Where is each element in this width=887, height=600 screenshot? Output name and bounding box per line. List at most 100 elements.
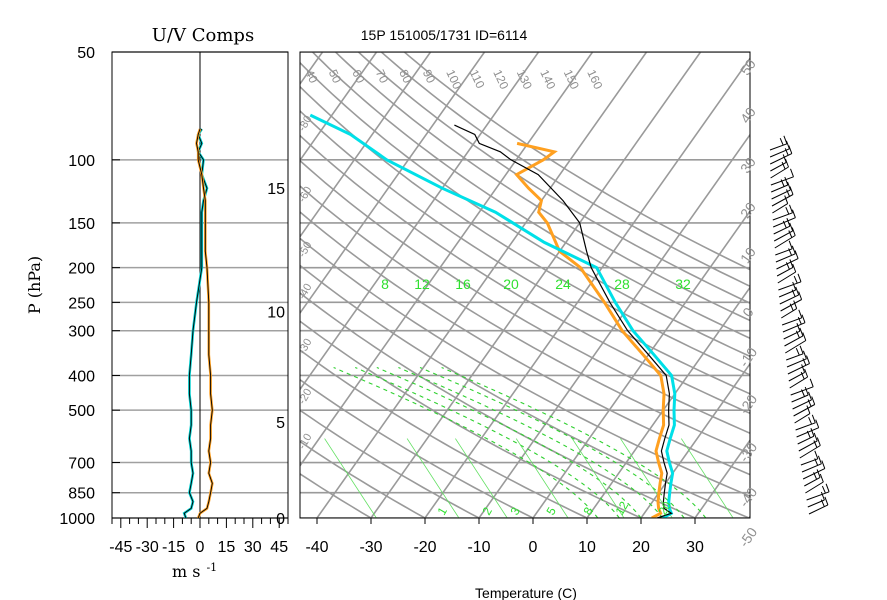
- isotherm-line: [300, 52, 432, 238]
- temp-tick--10: -10: [467, 539, 490, 556]
- pressure-tick-50: 50: [77, 45, 95, 62]
- wind-barb-flag: [800, 371, 805, 380]
- wind-barb-flag: [785, 262, 790, 270]
- uv-series-1-outline: [183, 128, 208, 518]
- wind-barb-flag: [799, 345, 804, 354]
- mixing-ratio-line: [571, 438, 625, 518]
- wind-barb-shaft: [770, 161, 787, 172]
- wind-barb-flag: [811, 396, 816, 405]
- pressure-tick-labels: 50 100 150 200 250 300 400 500 700 850 1000: [59, 45, 95, 528]
- pressure-axis-label: P (hPa): [25, 256, 44, 314]
- wind-barb-flag: [821, 485, 826, 494]
- wind-tick--45: -45: [109, 539, 132, 556]
- wind-barb-flag: [797, 273, 802, 282]
- wind-barb-flag: [792, 281, 797, 291]
- temp-tick-0: 0: [529, 539, 538, 556]
- theta-label-60: 60: [349, 67, 367, 85]
- pressure-tick-400: 400: [68, 368, 95, 385]
- bottom-mixing-label-1: 1: [434, 504, 450, 517]
- wind-barb-flag: [784, 195, 789, 204]
- isotherm-line: [586, 286, 750, 518]
- wind-barb-flag: [820, 491, 825, 501]
- wind-barb-flag: [780, 179, 785, 187]
- wind-barb-flag: [801, 314, 806, 323]
- wind-barb-shaft: [771, 194, 794, 207]
- skewt-background-lines: [0, 52, 750, 518]
- theta-label-70: 70: [373, 67, 391, 85]
- uv-series-group: [182, 128, 214, 518]
- wind-barb-flag: [789, 303, 794, 311]
- theta-label-100: 100: [443, 67, 464, 91]
- mixing-ratio-line: [455, 438, 508, 518]
- theta-label-110: 110: [467, 67, 488, 91]
- height-label-10: 10: [267, 304, 285, 321]
- wind-barb-flag: [791, 209, 796, 218]
- wind-barb-flag: [802, 332, 807, 341]
- wind-barb-flag: [799, 327, 804, 337]
- wind-barb-flag: [817, 455, 822, 464]
- wind-barb-flag: [783, 135, 788, 144]
- height-label-15: 15: [267, 181, 285, 198]
- wind-barb-shaft: [795, 422, 816, 431]
- wind-tick-45: 45: [270, 539, 288, 556]
- isotherm-line: [300, 52, 540, 391]
- wind-barb-flag: [791, 289, 796, 297]
- temperature-tick-labels: -40 -30 -20 -10 0 10 20 30: [305, 518, 704, 556]
- mixing-ratio-label-20: 20: [503, 276, 519, 292]
- temp-tick-10: 10: [578, 539, 596, 556]
- wind-barb-shaft: [786, 353, 804, 361]
- pressure-tick-200: 200: [68, 261, 95, 278]
- wind-barb-shaft: [799, 445, 821, 459]
- wind-barb-flag: [795, 286, 800, 296]
- wind-barb-shaft: [776, 266, 794, 277]
- wind-barb-shaft: [797, 435, 815, 445]
- wind-barb-flag: [806, 355, 810, 364]
- bottom-mixing-label-3: 3: [507, 504, 523, 517]
- pressure-tick-300: 300: [68, 324, 95, 341]
- bottom-mixing-label-12: 12: [612, 499, 631, 518]
- wind-barb-flag: [791, 227, 796, 236]
- mixing-ratio-label-8: 8: [381, 276, 389, 292]
- mixing-ratio-label-24: 24: [555, 276, 571, 292]
- wind-barb-flag: [821, 460, 826, 469]
- mixing-ratio-label-12: 12: [414, 276, 430, 292]
- temp-tick--40: -40: [305, 539, 328, 556]
- skewt-plot-frame: [299, 51, 751, 519]
- dry-adiabat-line: [300, 409, 481, 518]
- wind-barb-flag: [815, 419, 820, 428]
- wind-tick-labels: -45 -30 -15 0 15 30 45: [109, 518, 289, 556]
- wind-barb-flag: [790, 168, 794, 177]
- wind-barb-flag: [784, 176, 789, 186]
- wind-barb-flag: [793, 300, 798, 309]
- wind-barb-flag: [788, 230, 793, 238]
- isotherm-line: [748, 515, 750, 518]
- uv-title: U/V Comps: [152, 25, 254, 46]
- wind-barb-flag: [795, 348, 800, 356]
- wind-barb-shaft: [769, 153, 793, 165]
- wind-barb-flag: [798, 291, 803, 300]
- isotherm-line: [0, 52, 107, 518]
- profile-2-line: [309, 113, 677, 518]
- wind-barb-flag: [797, 317, 802, 325]
- wind-barb-flag: [788, 240, 793, 249]
- wind-barb-flag: [819, 473, 824, 483]
- left-isotherm-label: -50: [296, 240, 314, 260]
- isotherm-label-10: 10: [737, 244, 759, 266]
- dry-adiabat-line: [300, 378, 535, 518]
- wind-barb-flag: [793, 275, 798, 284]
- mixing-ratio-line: [324, 438, 377, 518]
- isotherm-label-30: 30: [737, 154, 759, 176]
- dry-adiabat-line: [311, 52, 750, 340]
- dry-adiabat-line: [300, 61, 750, 358]
- wind-barb-flag: [796, 323, 801, 332]
- theta-label-120: 120: [490, 67, 511, 91]
- bottom-mixing-label-20: 20: [655, 499, 674, 518]
- dry-adiabat-line: [300, 185, 750, 455]
- wind-barb-flag: [791, 245, 796, 254]
- wind-barb-flag: [806, 430, 811, 439]
- wind-barb-flag: [801, 364, 806, 373]
- isotherm-label--40: -40: [736, 484, 761, 510]
- temp-tick-20: 20: [632, 539, 650, 556]
- profile-3-line: [454, 124, 673, 518]
